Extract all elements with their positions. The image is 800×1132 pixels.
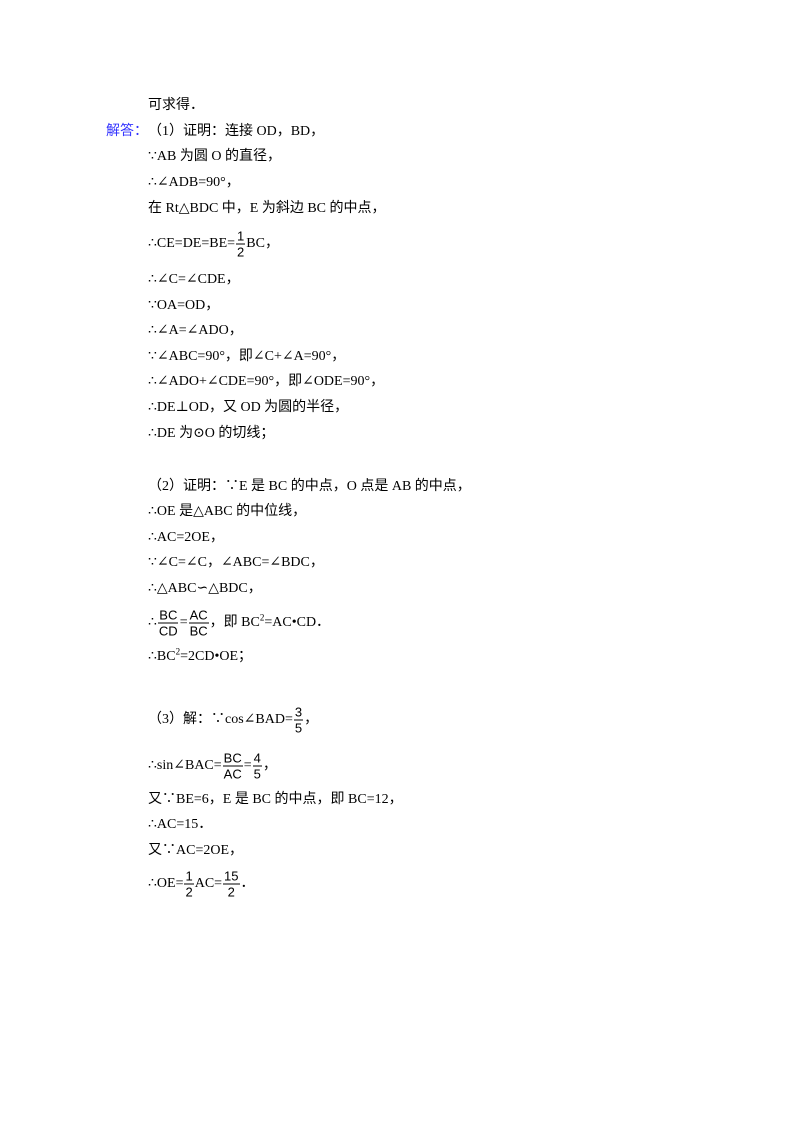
solution-line: ∴ BC CD = AC BC ，即 BC2=AC•CD． <box>148 608 330 639</box>
denominator: 2 <box>227 884 235 900</box>
text-run: ∴∠ADO+∠CDE=90°，即∠ODE=90°， <box>148 374 385 389</box>
text-run: 又∵BE=6，E 是 BC 的中点，即 BC=12， <box>148 792 403 807</box>
text-run: ， <box>262 758 277 774</box>
solution-line: ∵OA=OD， <box>148 297 219 315</box>
text-run: ． <box>240 876 255 892</box>
fraction: BC CD <box>158 608 179 639</box>
fraction: 15 2 <box>223 868 240 900</box>
solution-line: ∴BC2=2CD•OE； <box>148 646 253 666</box>
solution-line: ∴∠C=∠CDE， <box>148 271 240 289</box>
text-run: ∴∠C=∠CDE， <box>148 272 240 287</box>
numerator: BC <box>222 750 243 767</box>
solution-line: ∴DE⊥OD，又 OD 为圆的半径， <box>148 399 348 417</box>
text-run: （1）证明：连接 OD，BD， <box>148 124 325 139</box>
text-run: = <box>179 615 188 631</box>
solution-line: ∴AC=15． <box>148 816 212 834</box>
text-run: ∴△ABC∽△BDC， <box>148 581 262 596</box>
text-run: BC， <box>246 236 279 252</box>
solution-line: 又∵AC=2OE， <box>148 842 243 860</box>
text-run: ∴DE 为⊙O 的切线； <box>148 426 275 441</box>
denominator: 2 <box>237 244 245 260</box>
numerator: 3 <box>293 704 304 721</box>
denominator: 5 <box>294 720 303 736</box>
text-run: ∴BC <box>148 649 176 664</box>
text-run: AC= <box>194 876 223 892</box>
denominator: BC <box>189 623 208 639</box>
solution-line: ∴CE=DE=BE= 1 2 BC， <box>148 229 279 260</box>
text-run: 可求得． <box>148 98 204 113</box>
solution-line: ∴OE= 1 2 AC= 15 2 ． <box>148 869 255 900</box>
text-run: ∴CE=DE=BE= <box>148 236 236 252</box>
text-run: ∵AB 为圆 O 的直径， <box>148 149 281 164</box>
text-run: （3）解：∵cos∠BAD= <box>148 712 293 728</box>
text-run: ∴AC=2OE， <box>148 530 224 545</box>
text-run: ，即 BC <box>209 615 260 631</box>
solution-line: ∴△ABC∽△BDC， <box>148 580 262 598</box>
text-run: ∴sin∠BAC= <box>148 758 222 774</box>
text-run: 又∵AC=2OE， <box>148 843 244 858</box>
denominator: CD <box>158 623 178 639</box>
superscript: 2 <box>175 646 181 657</box>
numerator: 15 <box>223 868 240 885</box>
denominator: 5 <box>253 766 261 782</box>
text-run: =2CD•OE； <box>180 649 253 664</box>
solution-line: ∴DE 为⊙O 的切线； <box>148 425 274 443</box>
solution-line: ∴OE 是△ABC 的中位线， <box>148 503 306 521</box>
solution-line: （2）证明：∵E 是 BC 的中点，O 点是 AB 的中点， <box>148 478 471 496</box>
numerator: 4 <box>252 750 262 767</box>
solution-line: ∴∠A=∠ADO， <box>148 322 243 340</box>
fraction: BC AC <box>222 750 243 782</box>
text-run: = <box>243 758 252 774</box>
numerator: 1 <box>184 868 194 885</box>
numerator: BC <box>158 607 179 624</box>
text-run: ∵∠C=∠C，∠ABC=∠BDC， <box>148 555 324 570</box>
text-run: ∴OE= <box>148 876 184 892</box>
solution-line: ∴∠ADB=90°， <box>148 174 240 192</box>
solution-line: ∴∠ADO+∠CDE=90°，即∠ODE=90°， <box>148 373 384 391</box>
text-run: ∴OE 是△ABC 的中位线， <box>148 504 307 519</box>
solution-line: 可求得． <box>148 97 204 115</box>
text-run: ∴∠A=∠ADO， <box>148 323 243 338</box>
text-run: =AC•CD． <box>264 615 331 631</box>
solution-line: （1）证明：连接 OD，BD， <box>148 123 324 141</box>
text-run: ∴ <box>148 615 157 631</box>
text-run: ， <box>304 712 319 728</box>
text-run: ∴DE⊥OD，又 OD 为圆的半径， <box>148 400 349 415</box>
denominator: AC <box>223 766 242 782</box>
text-run: ∴AC=15． <box>148 817 213 832</box>
fraction: AC BC <box>188 607 209 639</box>
solution-line: 在 Rt△BDC 中，E 为斜边 BC 的中点， <box>148 200 386 218</box>
numerator: AC <box>188 607 209 624</box>
solution-line: ∵∠C=∠C，∠ABC=∠BDC， <box>148 554 324 572</box>
solution-line: ∴sin∠BAC= BC AC = 4 5， <box>148 751 277 782</box>
numerator: 1 <box>236 228 246 245</box>
solution-line: ∵∠ABC=90°，即∠C+∠A=90°， <box>148 348 345 366</box>
denominator: 2 <box>185 884 193 900</box>
solution-line: ∵AB 为圆 O 的直径， <box>148 148 281 166</box>
text-run: （2）证明：∵E 是 BC 的中点，O 点是 AB 的中点， <box>148 479 471 494</box>
answer-label: 解答： <box>106 124 148 139</box>
solution-line: （3）解：∵cos∠BAD= 3 5， <box>148 705 318 736</box>
text-run: ∵∠ABC=90°，即∠C+∠A=90°， <box>148 349 346 364</box>
solution-line: 又∵BE=6，E 是 BC 的中点，即 BC=12， <box>148 791 403 809</box>
text-run: ∵OA=OD， <box>148 298 220 313</box>
solution-line: ∴AC=2OE， <box>148 529 224 547</box>
text-run: ∴∠ADB=90°， <box>148 175 240 190</box>
text-run: 在 Rt△BDC 中，E 为斜边 BC 的中点， <box>148 201 386 216</box>
superscript: 2 <box>259 612 265 623</box>
